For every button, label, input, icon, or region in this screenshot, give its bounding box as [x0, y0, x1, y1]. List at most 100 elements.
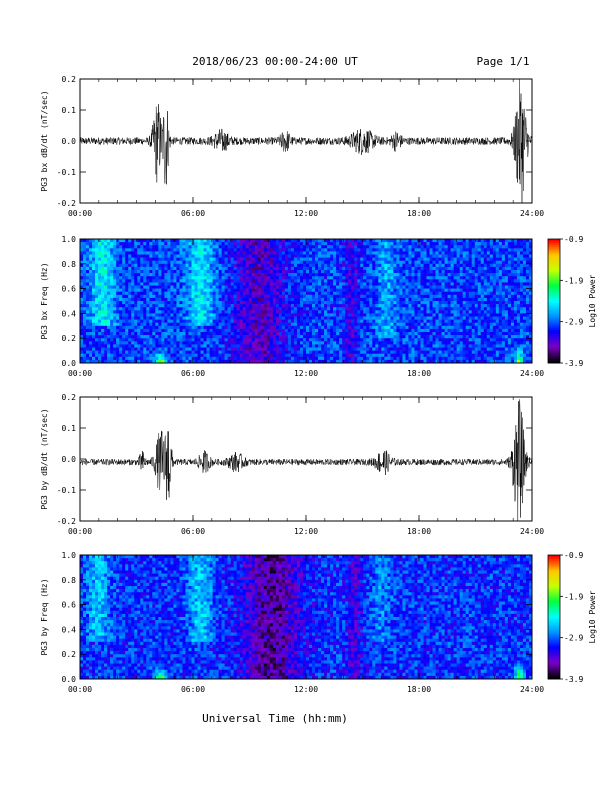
heatmap-cell: [201, 245, 204, 248]
heatmap-cell: [399, 354, 402, 357]
heatmap-cell: [421, 304, 424, 307]
heatmap-cell: [240, 310, 243, 313]
heatmap-cell: [318, 332, 321, 335]
heatmap-cell: [179, 320, 182, 323]
heatmap-cell: [333, 341, 336, 344]
heatmap-cell: [318, 298, 321, 301]
heatmap-cell: [430, 264, 433, 267]
heatmap-cell: [270, 348, 273, 351]
heatmap-cell: [128, 304, 131, 307]
heatmap-cell: [104, 351, 107, 354]
heatmap-cell: [122, 242, 125, 245]
heatmap-cell: [306, 242, 309, 245]
heatmap-cell: [246, 351, 249, 354]
heatmap-cell: [309, 307, 312, 310]
heatmap-cell: [173, 320, 176, 323]
heatmap-cell: [297, 335, 300, 338]
heatmap-cell: [381, 270, 384, 273]
heatmap-cell: [448, 310, 451, 313]
heatmap-cell: [318, 264, 321, 267]
heatmap-cell: [366, 329, 369, 332]
heatmap-cell: [128, 326, 131, 329]
heatmap-cell: [113, 301, 116, 304]
heatmap-cell: [134, 245, 137, 248]
heatmap-cell: [249, 255, 252, 258]
heatmap-cell: [188, 320, 191, 323]
heatmap-cell: [363, 295, 366, 298]
heatmap-cell: [185, 335, 188, 338]
heatmap-cell: [122, 307, 125, 310]
heatmap-cell: [264, 276, 267, 279]
heatmap-cell: [297, 239, 300, 242]
heatmap-cell: [195, 351, 198, 354]
heatmap-cell: [306, 307, 309, 310]
heatmap-cell: [273, 313, 276, 316]
heatmap-cell: [378, 258, 381, 261]
heatmap-cell: [315, 251, 318, 254]
heatmap-cell: [201, 279, 204, 282]
heatmap-cell: [198, 273, 201, 276]
heatmap-cell: [101, 307, 104, 310]
heatmap-cell: [107, 286, 110, 289]
heatmap-cell: [411, 279, 414, 282]
heatmap-cell: [173, 267, 176, 270]
heatmap-cell: [149, 335, 152, 338]
heatmap-cell: [402, 255, 405, 258]
heatmap-cell: [267, 298, 270, 301]
heatmap-cell: [216, 267, 219, 270]
heatmap-cell: [86, 248, 89, 251]
heatmap-cell: [101, 273, 104, 276]
heatmap-cell: [140, 304, 143, 307]
heatmap-cell: [339, 313, 342, 316]
heatmap-cell: [198, 329, 201, 332]
heatmap-cell: [231, 295, 234, 298]
heatmap-cell: [92, 298, 95, 301]
heatmap-cell: [116, 326, 119, 329]
heatmap-cell: [134, 357, 137, 360]
heatmap-cell: [149, 239, 152, 242]
heatmap-cell: [107, 335, 110, 338]
heatmap-cell: [427, 242, 430, 245]
heatmap-cell: [167, 273, 170, 276]
heatmap-cell: [270, 279, 273, 282]
heatmap-cell: [191, 323, 194, 326]
heatmap-cell: [363, 286, 366, 289]
heatmap-cell: [164, 273, 167, 276]
heatmap-cell: [333, 313, 336, 316]
heatmap-cell: [276, 295, 279, 298]
heatmap-cell: [201, 317, 204, 320]
heatmap-cell: [315, 304, 318, 307]
heatmap-cell: [430, 270, 433, 273]
heatmap-cell: [225, 357, 228, 360]
heatmap-cell: [119, 317, 122, 320]
heatmap-cell: [210, 261, 213, 264]
heatmap-cell: [273, 332, 276, 335]
heatmap-cell: [276, 307, 279, 310]
heatmap-cell: [92, 282, 95, 285]
heatmap-cell: [101, 261, 104, 264]
heatmap-cell: [201, 251, 204, 254]
heatmap-cell: [92, 270, 95, 273]
heatmap-cell: [246, 304, 249, 307]
heatmap-cell: [137, 242, 140, 245]
heatmap-cell: [119, 298, 122, 301]
heatmap-cell: [396, 344, 399, 347]
heatmap-cell: [228, 304, 231, 307]
heatmap-cell: [273, 261, 276, 264]
heatmap-cell: [387, 338, 390, 341]
heatmap-cell: [152, 338, 155, 341]
heatmap-cell: [131, 335, 134, 338]
heatmap-cell: [408, 286, 411, 289]
heatmap-cell: [252, 295, 255, 298]
heatmap-cell: [198, 304, 201, 307]
heatmap-cell: [128, 335, 131, 338]
heatmap-cell: [411, 242, 414, 245]
heatmap-cell: [276, 270, 279, 273]
heatmap-cell: [104, 326, 107, 329]
heatmap-cell: [378, 317, 381, 320]
heatmap-cell: [195, 344, 198, 347]
heatmap-cell: [125, 344, 128, 347]
heatmap-cell: [363, 341, 366, 344]
heatmap-cell: [315, 245, 318, 248]
heatmap-cell: [246, 354, 249, 357]
